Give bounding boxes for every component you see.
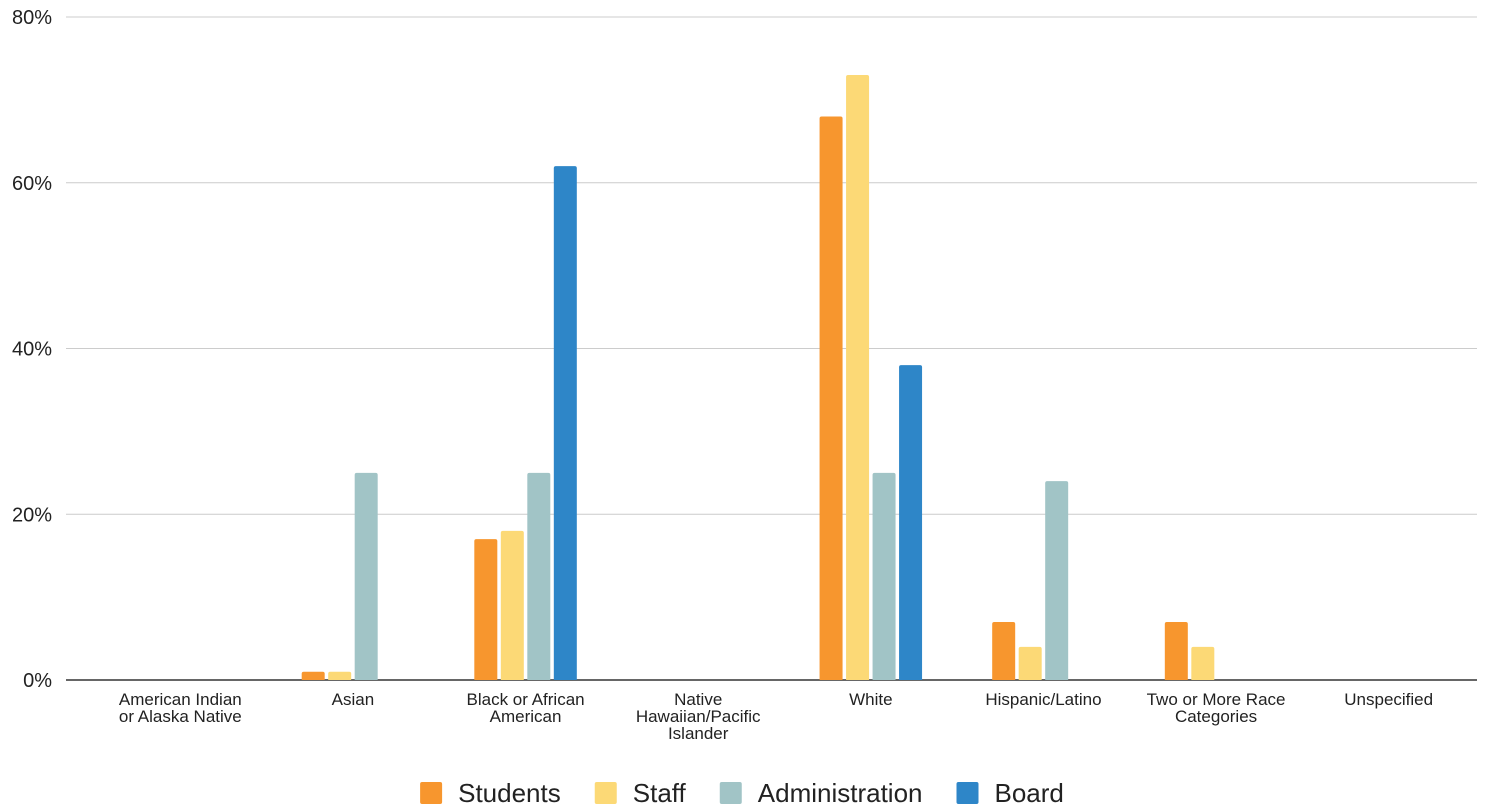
bar-staff <box>1191 646 1215 680</box>
bar-administration <box>1045 481 1069 680</box>
legend-swatch <box>420 782 443 804</box>
x-tick-label: Two or More Race Categories <box>1147 690 1286 726</box>
bar-students <box>819 116 843 680</box>
bar-administration <box>354 472 378 680</box>
legend-swatch <box>594 782 617 804</box>
legend-item-staff: Staff <box>594 778 687 808</box>
bar-staff <box>328 671 352 680</box>
legend-label: Students <box>458 778 561 808</box>
bar-students <box>1164 621 1188 680</box>
x-tick-label: Unspecified <box>1344 690 1433 709</box>
y-axis-ticks: 0% 20% 40% 60% 80% <box>12 7 52 692</box>
x-tick-label: American Indian or Alaska Native <box>119 690 242 726</box>
y-tick-label: 80% <box>12 7 52 29</box>
legend: Students Staff Administration Board <box>420 778 1064 808</box>
x-tick-label: White <box>849 690 892 709</box>
legend-item-administration: Administration <box>719 778 923 808</box>
x-tick-label: Native Hawaiian/Pacific Islander <box>636 690 761 743</box>
y-tick-label: 0% <box>23 670 52 692</box>
y-tick-label: 20% <box>12 504 52 526</box>
legend-swatch <box>719 782 742 804</box>
x-tick-label: Asian <box>332 690 375 709</box>
bar-staff <box>1018 646 1042 680</box>
bar-students <box>301 671 325 680</box>
bar-administration <box>872 472 896 680</box>
legend-label: Staff <box>633 778 687 808</box>
gridlines <box>66 16 1477 681</box>
bar-staff <box>500 530 524 680</box>
x-tick-label: Black or African American <box>467 690 585 726</box>
legend-item-students: Students <box>420 778 561 808</box>
bar-students <box>992 621 1016 680</box>
y-tick-label: 40% <box>12 339 52 361</box>
legend-item-board: Board <box>956 778 1064 808</box>
bar-staff <box>846 75 870 680</box>
y-tick-label: 60% <box>12 173 52 195</box>
legend-label: Administration <box>758 778 923 808</box>
bar-administration <box>527 472 551 680</box>
bar-board <box>899 365 923 680</box>
legend-swatch <box>956 782 979 804</box>
bar-board <box>553 166 577 681</box>
x-tick-label: Hispanic/Latino <box>985 690 1101 709</box>
bar-students <box>474 539 498 680</box>
bars <box>301 75 1215 681</box>
x-axis-ticks: American Indian or Alaska Native Asian Blac… <box>119 690 1433 743</box>
legend-label: Board <box>995 778 1064 808</box>
